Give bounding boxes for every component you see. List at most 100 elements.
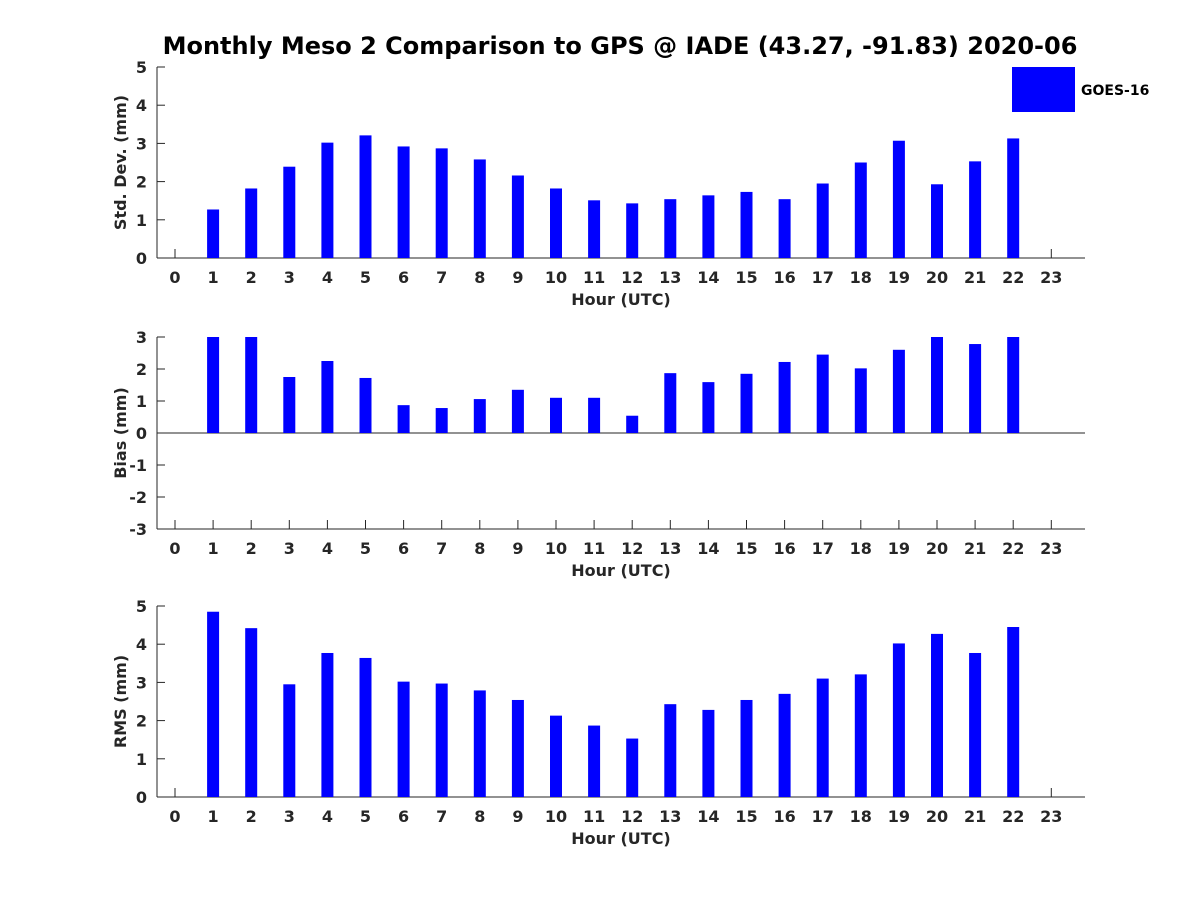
bar-hour-1 (207, 209, 220, 258)
bar-hour-15 (740, 699, 753, 797)
bar-hour-16 (778, 199, 791, 258)
y-axis-label: Std. Dev. (mm) (111, 95, 130, 230)
bar-hour-20 (931, 184, 943, 258)
bar-hour-6 (397, 146, 410, 258)
x-tick-label: 6 (398, 268, 409, 287)
x-tick-label: 18 (850, 807, 872, 826)
bar-hour-19 (892, 140, 905, 258)
x-tick-label: 20 (926, 268, 948, 287)
x-tick-label: 8 (474, 807, 485, 826)
bar-hour-2 (245, 337, 258, 433)
bar-hour-19 (892, 643, 905, 797)
legend-swatch (1012, 67, 1075, 112)
x-tick-label: 7 (436, 807, 447, 826)
x-tick-label: 14 (697, 268, 719, 287)
x-tick-label: 21 (964, 539, 986, 558)
bar-hour-11 (588, 725, 601, 797)
x-tick-label: 0 (169, 268, 180, 287)
x-tick-label: 6 (398, 807, 409, 826)
x-tick-label: 7 (436, 268, 447, 287)
bar-hour-17 (816, 183, 829, 258)
x-tick-label: 19 (888, 807, 910, 826)
legend-label: GOES-16 (1081, 83, 1149, 99)
bar-hour-14 (702, 382, 715, 433)
y-tick-label: -2 (129, 488, 147, 507)
y-tick-label: 0 (136, 424, 147, 443)
x-tick-label: 4 (322, 807, 333, 826)
y-tick-label: 1 (136, 392, 147, 411)
bar-hour-21 (969, 344, 982, 433)
x-tick-label: 10 (545, 807, 567, 826)
bar-hour-4 (321, 361, 334, 433)
x-tick-label: 13 (659, 268, 681, 287)
bar-hour-17 (816, 678, 829, 797)
y-tick-label: 3 (136, 134, 147, 153)
x-tick-label: 19 (888, 539, 910, 558)
bar-hour-5 (359, 657, 372, 797)
x-tick-label: 11 (583, 268, 605, 287)
bar-hour-10 (550, 397, 562, 433)
x-tick-label: 7 (436, 539, 447, 558)
y-tick-label: 4 (136, 96, 147, 115)
bar-hour-21 (969, 161, 982, 258)
x-tick-label: 11 (583, 539, 605, 558)
bar-hour-8 (473, 159, 486, 258)
bar-hour-5 (359, 135, 372, 258)
x-tick-label: 17 (812, 268, 834, 287)
y-tick-label: 1 (136, 211, 147, 230)
bar-hour-6 (397, 681, 410, 797)
x-tick-label: 5 (360, 807, 371, 826)
x-tick-label: 4 (322, 268, 333, 287)
bar-hour-1 (207, 611, 220, 797)
x-axis-label: Hour (UTC) (571, 829, 671, 848)
bar-hour-14 (702, 709, 715, 797)
bar-hour-11 (588, 200, 601, 258)
x-tick-label: 15 (735, 539, 757, 558)
bar-hour-13 (664, 704, 677, 797)
bar-hour-19 (892, 349, 905, 433)
x-tick-label: 17 (812, 807, 834, 826)
x-tick-label: 16 (773, 539, 795, 558)
bar-hour-12 (626, 738, 639, 797)
x-tick-label: 3 (284, 268, 295, 287)
x-axis-label: Hour (UTC) (571, 290, 671, 309)
x-tick-label: 8 (474, 268, 485, 287)
bar-hour-22 (1007, 337, 1020, 433)
bar-hour-12 (626, 203, 639, 258)
x-axis-label: Hour (UTC) (571, 561, 671, 580)
y-tick-label: 0 (136, 788, 147, 807)
x-tick-label: 2 (246, 539, 257, 558)
x-tick-label: 11 (583, 807, 605, 826)
bar-hour-21 (969, 652, 982, 797)
x-tick-label: 20 (926, 539, 948, 558)
x-tick-label: 22 (1002, 807, 1024, 826)
bar-hour-9 (511, 699, 524, 797)
x-tick-label: 9 (512, 268, 523, 287)
bar-hour-10 (550, 715, 562, 797)
chart-title: Monthly Meso 2 Comparison to GPS @ IADE … (163, 32, 1078, 60)
bar-hour-18 (854, 368, 867, 433)
x-tick-label: 12 (621, 268, 643, 287)
x-tick-label: 16 (773, 268, 795, 287)
x-tick-label: 13 (659, 539, 681, 558)
x-tick-label: 2 (246, 268, 257, 287)
x-tick-label: 16 (773, 807, 795, 826)
x-tick-label: 1 (208, 807, 219, 826)
bar-hour-15 (740, 191, 753, 258)
bar-hour-2 (245, 628, 258, 797)
y-tick-label: 2 (136, 173, 147, 192)
x-tick-label: 10 (545, 268, 567, 287)
y-tick-label: 3 (136, 673, 147, 692)
bar-hour-14 (702, 195, 715, 258)
bar-hour-3 (283, 377, 296, 433)
x-tick-label: 5 (360, 539, 371, 558)
bar-hour-22 (1007, 138, 1020, 258)
bar-hour-6 (397, 405, 410, 433)
bar-hour-11 (588, 397, 601, 433)
x-tick-label: 13 (659, 807, 681, 826)
y-tick-label: 5 (136, 58, 147, 77)
x-tick-label: 10 (545, 539, 567, 558)
x-tick-label: 23 (1040, 807, 1062, 826)
